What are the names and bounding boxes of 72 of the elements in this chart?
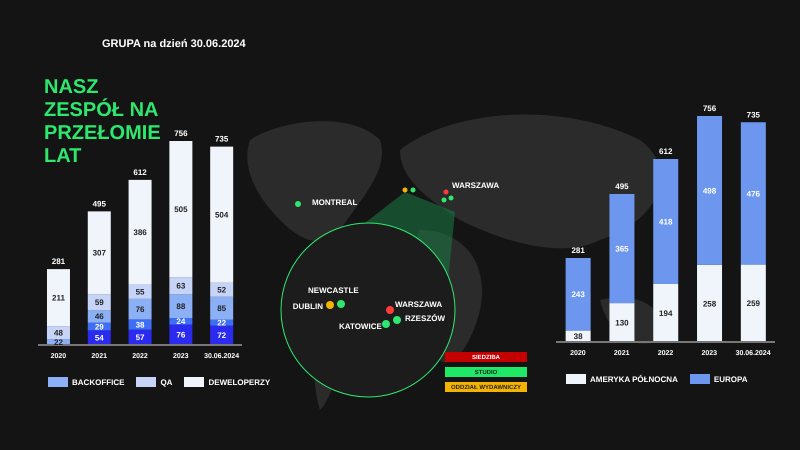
data-label: 418 bbox=[659, 217, 673, 226]
data-label: 29 bbox=[94, 322, 104, 332]
legend-label: QA bbox=[160, 378, 172, 386]
bar bbox=[46, 269, 70, 326]
data-label: 504 bbox=[214, 210, 229, 220]
data-label: 38 bbox=[574, 332, 584, 342]
bar bbox=[697, 116, 722, 265]
legend-label: AMERYKA PÓŁNOCNA bbox=[590, 374, 678, 384]
text: RZESZÓW bbox=[405, 313, 446, 324]
bar bbox=[169, 294, 192, 318]
text: DUBLIN bbox=[292, 302, 324, 312]
legend-label: BACKOFFICE bbox=[72, 378, 124, 386]
data-label: 476 bbox=[746, 189, 761, 198]
bar bbox=[169, 141, 192, 278]
data-label: 22 bbox=[217, 318, 227, 328]
bar bbox=[566, 258, 591, 331]
total-label: 612 bbox=[133, 168, 148, 177]
data-label: 365 bbox=[615, 244, 630, 254]
bar bbox=[128, 284, 152, 299]
data-label: 85 bbox=[217, 304, 227, 314]
bar bbox=[128, 298, 152, 320]
data-label: 505 bbox=[174, 204, 188, 214]
data-label: 386 bbox=[133, 228, 148, 237]
bar bbox=[210, 146, 234, 283]
data-label: 52 bbox=[217, 286, 227, 295]
data-label: 54 bbox=[94, 334, 104, 343]
data-label: 72 bbox=[217, 331, 227, 340]
bar bbox=[653, 159, 678, 284]
data-label: 498 bbox=[702, 186, 717, 196]
data-label: 211 bbox=[52, 293, 66, 302]
bar bbox=[88, 211, 111, 294]
total-label: 281 bbox=[571, 246, 586, 255]
total-label: 281 bbox=[52, 257, 66, 266]
data-label: 24 bbox=[176, 317, 186, 326]
data-label: 194 bbox=[659, 308, 673, 318]
text: KATOWICE bbox=[339, 322, 382, 332]
legend-label: EUROPA bbox=[714, 374, 748, 384]
legend-label: DEWELOPERZY bbox=[208, 378, 270, 386]
data-label: 38 bbox=[136, 320, 146, 330]
text: MONTREAL bbox=[312, 198, 358, 208]
bar bbox=[128, 180, 152, 284]
text: NEWCASTLE bbox=[308, 286, 360, 296]
bar bbox=[740, 122, 766, 265]
total-label: 495 bbox=[615, 182, 630, 192]
bar bbox=[169, 277, 192, 294]
bar bbox=[740, 264, 766, 342]
data-label: 63 bbox=[176, 282, 186, 291]
data-label: 88 bbox=[176, 302, 186, 311]
total-label: 735 bbox=[214, 134, 229, 144]
data-label: 76 bbox=[136, 304, 146, 314]
data-label: 48 bbox=[54, 328, 64, 338]
text: WARSZAWA bbox=[452, 181, 500, 190]
data-label: 258 bbox=[702, 299, 717, 308]
data-label: 243 bbox=[571, 290, 586, 300]
data-label: 57 bbox=[136, 333, 146, 342]
data-label: 130 bbox=[615, 318, 630, 328]
bar bbox=[210, 296, 234, 320]
bar bbox=[697, 264, 722, 342]
data-label: 55 bbox=[136, 287, 146, 296]
total-label: 735 bbox=[746, 110, 761, 120]
chart-title: NASZ ZESPÓŁ NA PRZEŁOMIE LAT bbox=[44, 76, 162, 168]
data-label: 46 bbox=[94, 312, 104, 322]
data-label: 59 bbox=[94, 298, 104, 308]
total-label: 756 bbox=[702, 104, 717, 113]
chart-subtitle: GRUPA na dzień 30.06.2024 bbox=[102, 38, 246, 50]
text: WARSZAWA bbox=[395, 300, 442, 310]
data-label: 259 bbox=[746, 299, 761, 308]
total-label: 495 bbox=[92, 199, 106, 208]
data-label: 76 bbox=[176, 330, 186, 340]
total-label: 756 bbox=[174, 129, 188, 138]
data-label: 307 bbox=[92, 248, 106, 258]
total-label: 612 bbox=[659, 147, 673, 156]
